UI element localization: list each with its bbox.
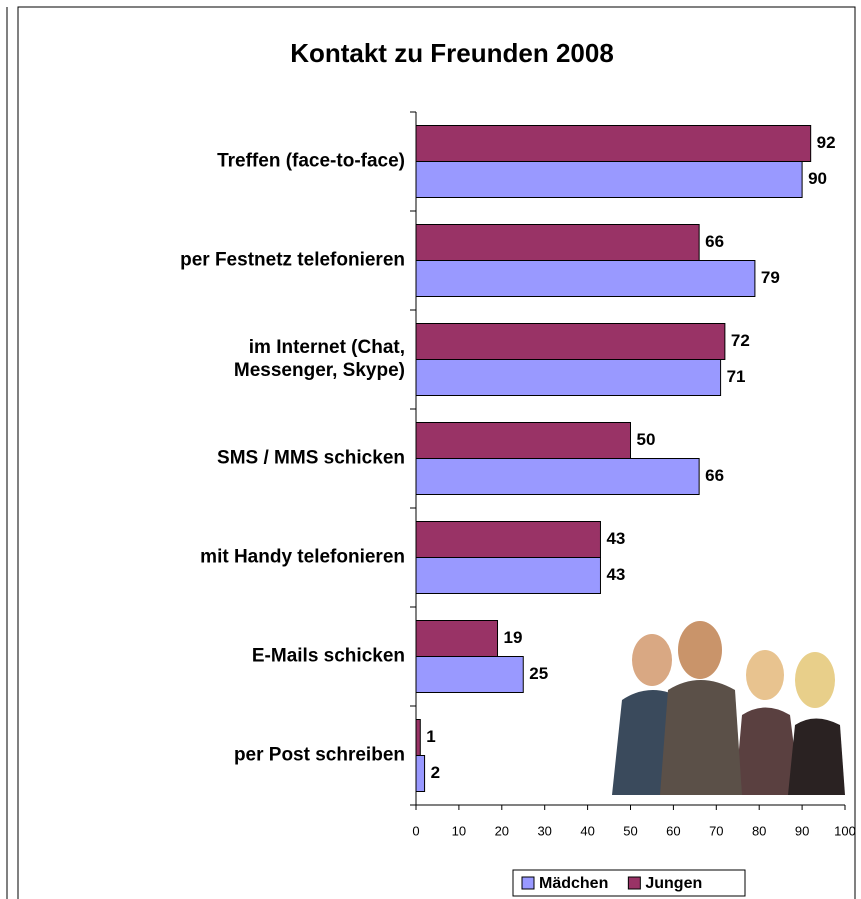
legend-swatch [521,876,535,890]
value-label: 72 [731,331,750,350]
bar [415,620,499,657]
value-label: 19 [504,628,523,647]
x-tick-label: 0 [412,823,419,838]
x-tick-label: 70 [709,823,723,838]
photo [600,615,845,797]
bar [415,422,631,459]
x-tick-label: 40 [580,823,594,838]
bar [415,125,812,162]
category-label: SMS / MMS schicken [217,448,405,469]
value-label: 90 [808,169,827,188]
bar [415,458,700,495]
chart-title: Kontakt zu Freunden 2008 [290,38,614,68]
value-label: 43 [606,565,625,584]
category-label: im Internet (Chat, Messenger, Skype) [234,337,405,381]
x-tick-label: 30 [537,823,551,838]
bar [415,359,722,396]
category-label: mit Handy telefonieren [200,547,405,568]
bar [415,656,524,693]
value-label: 71 [727,367,746,386]
legend-swatch [627,876,641,890]
value-label: 79 [761,268,780,287]
x-tick-label: 60 [666,823,680,838]
x-tick-label: 50 [623,823,637,838]
value-label: 43 [606,529,625,548]
value-label: 92 [817,133,836,152]
legend-label: Mädchen [539,875,608,892]
bar [415,755,426,792]
category-label: Treffen (face-to-face) [217,151,405,172]
x-tick-label: 100 [834,823,856,838]
value-label: 66 [705,232,724,251]
value-label: 1 [426,727,435,746]
bar [415,521,601,558]
value-label: 25 [529,664,548,683]
bar [415,224,700,261]
value-label: 66 [705,466,724,485]
bar [415,161,803,198]
category-label: per Post schreiben [234,745,405,766]
legend-label: Jungen [645,875,702,892]
value-label: 2 [431,763,440,782]
category-label: E-Mails schicken [252,646,405,667]
value-label: 50 [637,430,656,449]
x-tick-label: 20 [495,823,509,838]
x-tick-label: 80 [752,823,766,838]
bar [415,260,756,297]
frame [17,6,856,899]
category-label: per Festnetz telefonieren [180,250,405,271]
bar [415,557,601,594]
x-tick-label: 10 [452,823,466,838]
x-tick-label: 90 [795,823,809,838]
bar [415,719,421,756]
bar [415,323,726,360]
